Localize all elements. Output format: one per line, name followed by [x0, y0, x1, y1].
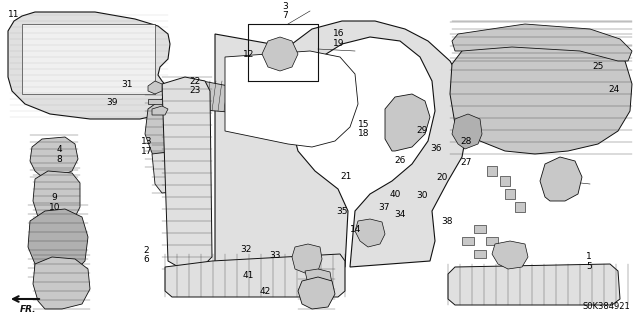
Polygon shape: [215, 21, 468, 267]
Text: 39: 39: [106, 98, 118, 107]
Text: 1: 1: [586, 252, 591, 261]
Text: 18: 18: [358, 130, 369, 138]
Polygon shape: [474, 225, 486, 233]
Polygon shape: [33, 257, 90, 309]
Text: 37: 37: [378, 204, 390, 212]
Text: 40: 40: [390, 190, 401, 199]
Text: 7: 7: [282, 11, 287, 20]
Polygon shape: [486, 237, 498, 245]
Text: 26: 26: [394, 156, 406, 165]
Text: 31: 31: [121, 80, 132, 89]
Text: 28: 28: [460, 137, 472, 146]
Polygon shape: [487, 166, 497, 176]
Polygon shape: [355, 219, 385, 247]
Text: 9: 9: [52, 193, 57, 202]
Polygon shape: [515, 202, 525, 212]
Text: 12: 12: [243, 50, 254, 59]
Polygon shape: [162, 77, 212, 269]
Text: 36: 36: [431, 144, 442, 153]
Polygon shape: [262, 37, 298, 71]
Text: 20: 20: [436, 173, 447, 182]
Text: 32: 32: [241, 245, 252, 254]
Text: 3: 3: [282, 2, 287, 11]
Polygon shape: [165, 254, 345, 297]
Polygon shape: [33, 171, 80, 224]
Text: 38: 38: [441, 217, 452, 226]
Text: 21: 21: [340, 172, 351, 181]
Text: 41: 41: [243, 271, 254, 280]
Text: 42: 42: [260, 287, 271, 296]
Polygon shape: [292, 244, 322, 273]
Polygon shape: [298, 277, 335, 309]
Text: 15: 15: [358, 120, 369, 129]
Polygon shape: [385, 94, 430, 151]
Text: 24: 24: [609, 85, 620, 94]
Polygon shape: [22, 24, 155, 94]
Polygon shape: [448, 264, 620, 305]
Polygon shape: [182, 79, 260, 114]
Text: S0K384921: S0K384921: [582, 302, 630, 311]
Polygon shape: [152, 106, 168, 115]
Polygon shape: [152, 151, 188, 193]
Text: FR.: FR.: [20, 305, 36, 314]
Text: 11: 11: [8, 10, 20, 19]
Text: 19: 19: [333, 39, 345, 48]
Polygon shape: [474, 250, 486, 258]
Text: 30: 30: [417, 191, 428, 200]
Polygon shape: [305, 269, 332, 289]
Polygon shape: [28, 209, 88, 277]
Polygon shape: [505, 189, 515, 199]
Polygon shape: [452, 114, 482, 149]
Text: 10: 10: [49, 203, 60, 212]
Text: 35: 35: [337, 207, 348, 216]
Text: 2: 2: [143, 246, 148, 255]
Text: 8: 8: [56, 155, 61, 164]
Polygon shape: [462, 237, 474, 245]
Polygon shape: [8, 12, 170, 119]
Text: 16: 16: [333, 29, 345, 38]
Text: 14: 14: [349, 225, 361, 234]
Polygon shape: [148, 99, 162, 104]
Text: 4: 4: [56, 145, 61, 154]
Text: 27: 27: [460, 158, 472, 167]
Text: 33: 33: [269, 251, 281, 260]
Text: 5: 5: [586, 262, 591, 271]
Polygon shape: [145, 97, 195, 167]
Polygon shape: [225, 51, 358, 147]
Polygon shape: [30, 137, 78, 177]
Polygon shape: [450, 31, 632, 154]
Polygon shape: [452, 24, 632, 61]
Text: 34: 34: [394, 210, 406, 219]
Polygon shape: [148, 81, 162, 94]
Text: 23: 23: [189, 86, 201, 95]
Text: 29: 29: [417, 126, 428, 135]
Text: 6: 6: [143, 256, 148, 264]
Text: 13: 13: [141, 137, 153, 146]
Polygon shape: [540, 157, 582, 201]
Text: 22: 22: [189, 77, 201, 86]
Polygon shape: [492, 241, 528, 269]
Text: 25: 25: [593, 63, 604, 71]
Polygon shape: [500, 176, 510, 186]
Text: 17: 17: [141, 147, 153, 156]
